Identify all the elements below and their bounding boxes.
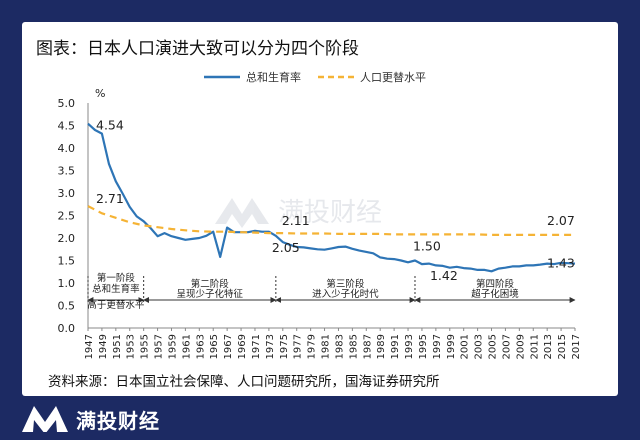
x-tick-label: 2017 — [571, 334, 582, 359]
x-tick-label: 2001 — [460, 334, 471, 359]
y-tick-label: 4.5 — [58, 120, 76, 133]
y-tick-label: 0.5 — [58, 300, 76, 313]
x-tick-label: 1967 — [223, 334, 234, 359]
x-tick-label: 2007 — [501, 334, 512, 359]
y-tick-label: 3.5 — [58, 165, 76, 178]
data-label: 4.54 — [96, 118, 124, 133]
x-tick-label: 1981 — [321, 334, 332, 359]
phase-label: 呈现少子化特征 — [176, 288, 243, 300]
data-label: 1.42 — [430, 268, 458, 283]
y-tick-label: 1.0 — [58, 277, 76, 290]
x-tick-label: 1983 — [334, 334, 345, 359]
x-tick-label: 1997 — [432, 334, 443, 359]
y-tick-label: 2.0 — [58, 232, 76, 245]
source-note: 资料来源：日本国立社会保障、人口问题研究所，国海证券研究所 — [48, 374, 440, 390]
y-tick-label: 1.5 — [58, 255, 76, 268]
phase-label: 高于更替水平 — [87, 299, 145, 311]
legend-label-tfr: 总和生育率 — [246, 70, 301, 84]
x-tick-label: 1977 — [293, 334, 304, 359]
x-tick-label: 1985 — [348, 334, 359, 359]
x-tick-label: 1969 — [237, 334, 248, 359]
x-tick-label: 1965 — [209, 334, 220, 359]
brand-logo-icon — [22, 406, 68, 432]
data-label: 1.43 — [547, 256, 575, 271]
legend-label-replacement: 人口更替水平 — [360, 70, 426, 84]
phase-label: 第二阶段 — [191, 278, 230, 290]
y-tick-label: 5.0 — [58, 97, 76, 110]
x-tick-label: 2005 — [488, 334, 499, 359]
watermark-logo-icon — [215, 198, 269, 228]
x-tick-label: 1987 — [362, 334, 373, 359]
x-tick-label: 2011 — [529, 334, 540, 359]
phase-label: 进入少子化时代 — [312, 288, 379, 300]
x-tick-label: 1951 — [112, 334, 123, 359]
x-tick-label: 1979 — [307, 334, 318, 359]
x-tick-label: 1955 — [140, 334, 151, 359]
chart-title: 图表：日本人口演进大致可以分为四个阶段 — [36, 39, 359, 59]
phase-label: 总和生育率 — [92, 283, 140, 295]
x-tick-label: 1991 — [390, 334, 401, 359]
chart-card — [22, 22, 618, 396]
phase-label: 第三阶段 — [326, 278, 365, 290]
x-tick-label: 2009 — [515, 334, 526, 359]
data-label: 1.50 — [413, 239, 441, 254]
watermark-text: 满投财经 — [278, 198, 382, 228]
phase-label: 超子化困境 — [471, 288, 519, 300]
x-tick-label: 1959 — [167, 334, 178, 359]
watermark: 满投财经 — [215, 198, 382, 228]
x-tick-label: 1993 — [404, 334, 415, 359]
brand-name: 满投财经 — [76, 408, 160, 433]
brand-footer: 满投财经 — [22, 402, 160, 436]
x-tick-label: 1961 — [181, 334, 192, 359]
y-tick-label: 4.0 — [58, 142, 76, 155]
x-tick-label: 1989 — [376, 334, 387, 359]
legend: 总和生育率 人口更替水平 — [204, 70, 426, 84]
x-tick-label: 2003 — [474, 334, 485, 359]
x-tick-label: 2015 — [557, 334, 568, 359]
x-tick-label: 1975 — [279, 334, 290, 359]
data-label: 2.11 — [282, 213, 310, 228]
x-tick-label: 1971 — [251, 334, 262, 359]
x-tick-label: 1973 — [265, 334, 276, 359]
series-line-tfr — [87, 122, 576, 273]
y-tick-label: 0.0 — [58, 322, 76, 335]
x-tick-label: 1957 — [154, 334, 165, 359]
phase-label: 第一阶段 — [97, 272, 136, 284]
data-label: 2.07 — [547, 213, 575, 228]
x-tick-label: 1999 — [446, 334, 457, 359]
x-tick-label: 1953 — [126, 334, 137, 359]
x-tick-label: 2013 — [543, 334, 554, 359]
y-unit-label: % — [95, 87, 105, 100]
x-tick-label: 1995 — [418, 334, 429, 359]
y-tick-label: 2.5 — [58, 210, 76, 223]
x-tick-label: 1949 — [98, 334, 109, 359]
phase-label: 第四阶段 — [476, 278, 515, 290]
series-line-replacement — [87, 205, 575, 236]
data-label: 2.05 — [272, 240, 300, 255]
data-label: 2.71 — [96, 191, 124, 206]
x-tick-label: 1947 — [84, 334, 95, 359]
y-tick-label: 3.0 — [58, 187, 76, 200]
x-tick-label: 1963 — [195, 334, 206, 359]
